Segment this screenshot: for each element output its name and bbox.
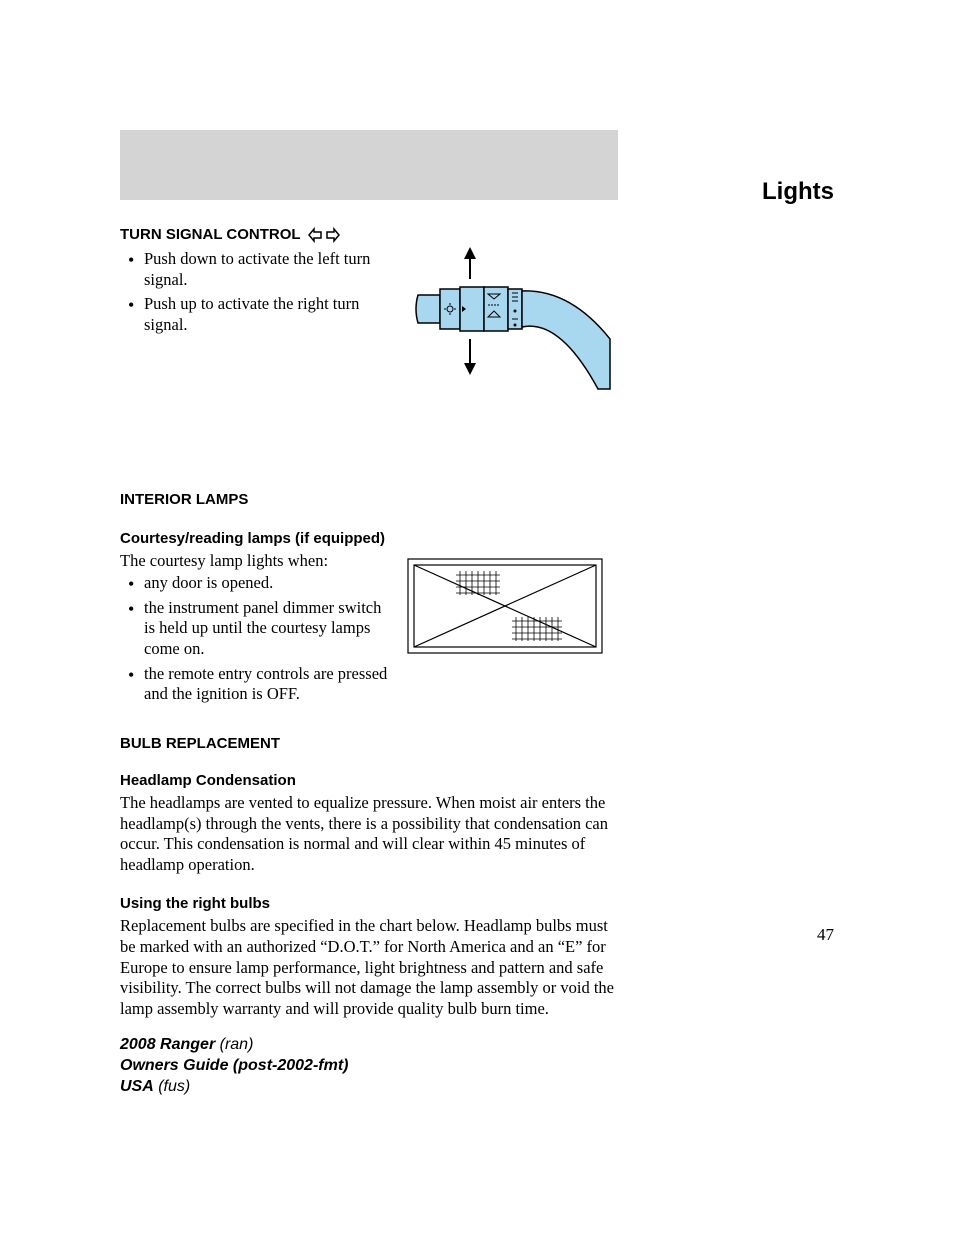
list-item: any door is opened.	[120, 573, 388, 594]
interior-lamps-row: The courtesy lamp lights when: any door …	[120, 551, 620, 709]
turn-signal-row: Push down to activate the left turn sign…	[120, 247, 620, 340]
right-bulbs-subheading: Using the right bulbs	[120, 895, 620, 912]
page-number: 47	[817, 925, 834, 945]
page-content: TURN SIGNAL CONTROL Push down to activat…	[120, 220, 620, 1022]
footer-guide: Owners Guide (post-2002-fmt)	[120, 1056, 348, 1077]
header-bar	[120, 130, 618, 200]
headlamp-condensation-text: The headlamps are vented to equalize pre…	[120, 793, 620, 876]
right-bulbs-text: Replacement bulbs are specified in the c…	[120, 916, 620, 1019]
courtesy-bullets: any door is opened. the instrument panel…	[120, 573, 388, 705]
courtesy-lamps-subheading: Courtesy/reading lamps (if equipped)	[120, 530, 620, 547]
interior-lamps-heading: INTERIOR LAMPS	[120, 491, 620, 508]
footer-model-code: (ran)	[215, 1036, 253, 1053]
list-item: Push down to activate the left turn sign…	[120, 249, 388, 290]
courtesy-intro: The courtesy lamp lights when:	[120, 551, 388, 572]
turn-signal-arrows-icon	[307, 227, 343, 243]
headlamp-condensation-subheading: Headlamp Condensation	[120, 772, 620, 789]
turn-signal-bullets: Push down to activate the left turn sign…	[120, 249, 388, 336]
chapter-title: Lights	[762, 178, 834, 206]
list-item: the instrument panel dimmer switch is he…	[120, 598, 388, 660]
footer-region: USA	[120, 1078, 154, 1095]
reading-lamp-diagram	[400, 551, 610, 661]
bulb-replacement-heading: BULB REPLACEMENT	[120, 735, 620, 752]
footer-region-code: (fus)	[154, 1078, 190, 1095]
footer-model: 2008 Ranger	[120, 1036, 215, 1053]
footer: 2008 Ranger (ran) Owners Guide (post-200…	[120, 1035, 348, 1097]
list-item: Push up to activate the right turn signa…	[120, 294, 388, 335]
turn-signal-lever-diagram	[400, 239, 620, 399]
list-item: the remote entry controls are pressed an…	[120, 664, 388, 705]
turn-signal-heading-text: TURN SIGNAL CONTROL	[120, 226, 301, 243]
